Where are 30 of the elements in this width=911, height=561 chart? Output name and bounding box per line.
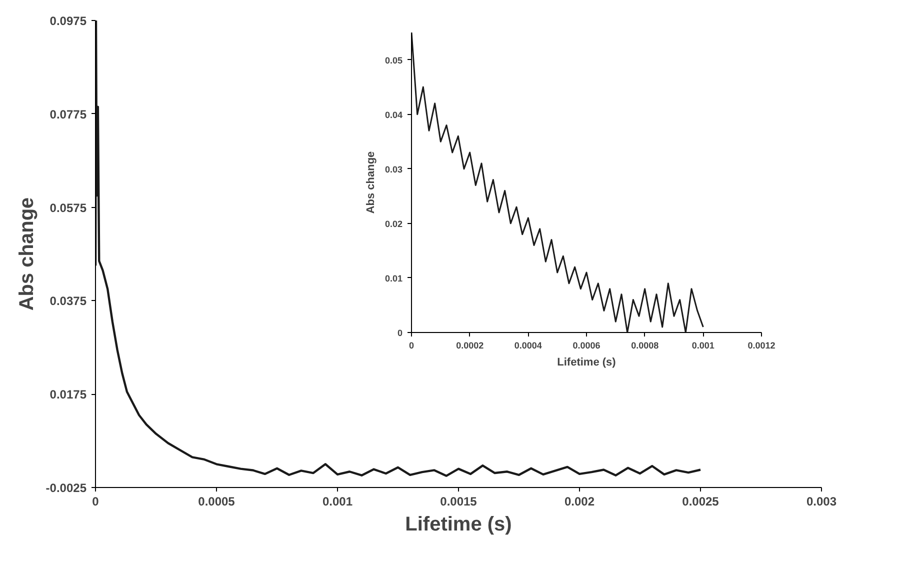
y-tick-label: 0.05	[384, 55, 403, 66]
y-tick-label: 0.0575	[50, 200, 87, 215]
x-tick-label: 0	[92, 494, 100, 508]
x-tick-label: 0.003	[806, 494, 837, 508]
x-tick-label: 0.0008	[631, 340, 659, 350]
y-tick-label: 0.0375	[50, 294, 87, 308]
y-tick-label: 0.0175	[50, 388, 87, 402]
x-tick-label: 0.0012	[748, 340, 776, 350]
x-tick-label: 0.0004	[514, 340, 542, 350]
x-tick-label: 0.0015	[440, 494, 478, 508]
y-axis-title: Abs change	[364, 151, 377, 214]
x-tick-label: 0.001	[692, 340, 714, 350]
x-tick-label: 0.002	[564, 494, 595, 508]
y-axis-title: Abs change	[16, 197, 38, 311]
x-tick-label: 0.0006	[572, 340, 600, 350]
x-tick-label: 0.0025	[682, 494, 720, 508]
y-tick-label: 0.01	[384, 273, 403, 284]
y-tick-label: 0.0975	[50, 14, 87, 28]
y-tick-label: 0.0775	[50, 107, 87, 122]
y-tick-label: 0.02	[384, 218, 403, 229]
y-tick-label: 0.04	[384, 110, 403, 120]
y-tick-label: 0.03	[384, 164, 403, 174]
x-axis-title: Lifetime (s)	[405, 514, 512, 536]
x-axis-title: Lifetime (s)	[557, 356, 616, 368]
x-tick-label: 0.0005	[198, 494, 236, 508]
x-tick-label: 0	[408, 340, 414, 350]
x-tick-label: 0.0002	[456, 340, 484, 350]
x-tick-label: 0.001	[322, 494, 353, 508]
y-tick-label: 0	[397, 328, 403, 338]
y-tick-label: -0.0025	[46, 481, 87, 495]
